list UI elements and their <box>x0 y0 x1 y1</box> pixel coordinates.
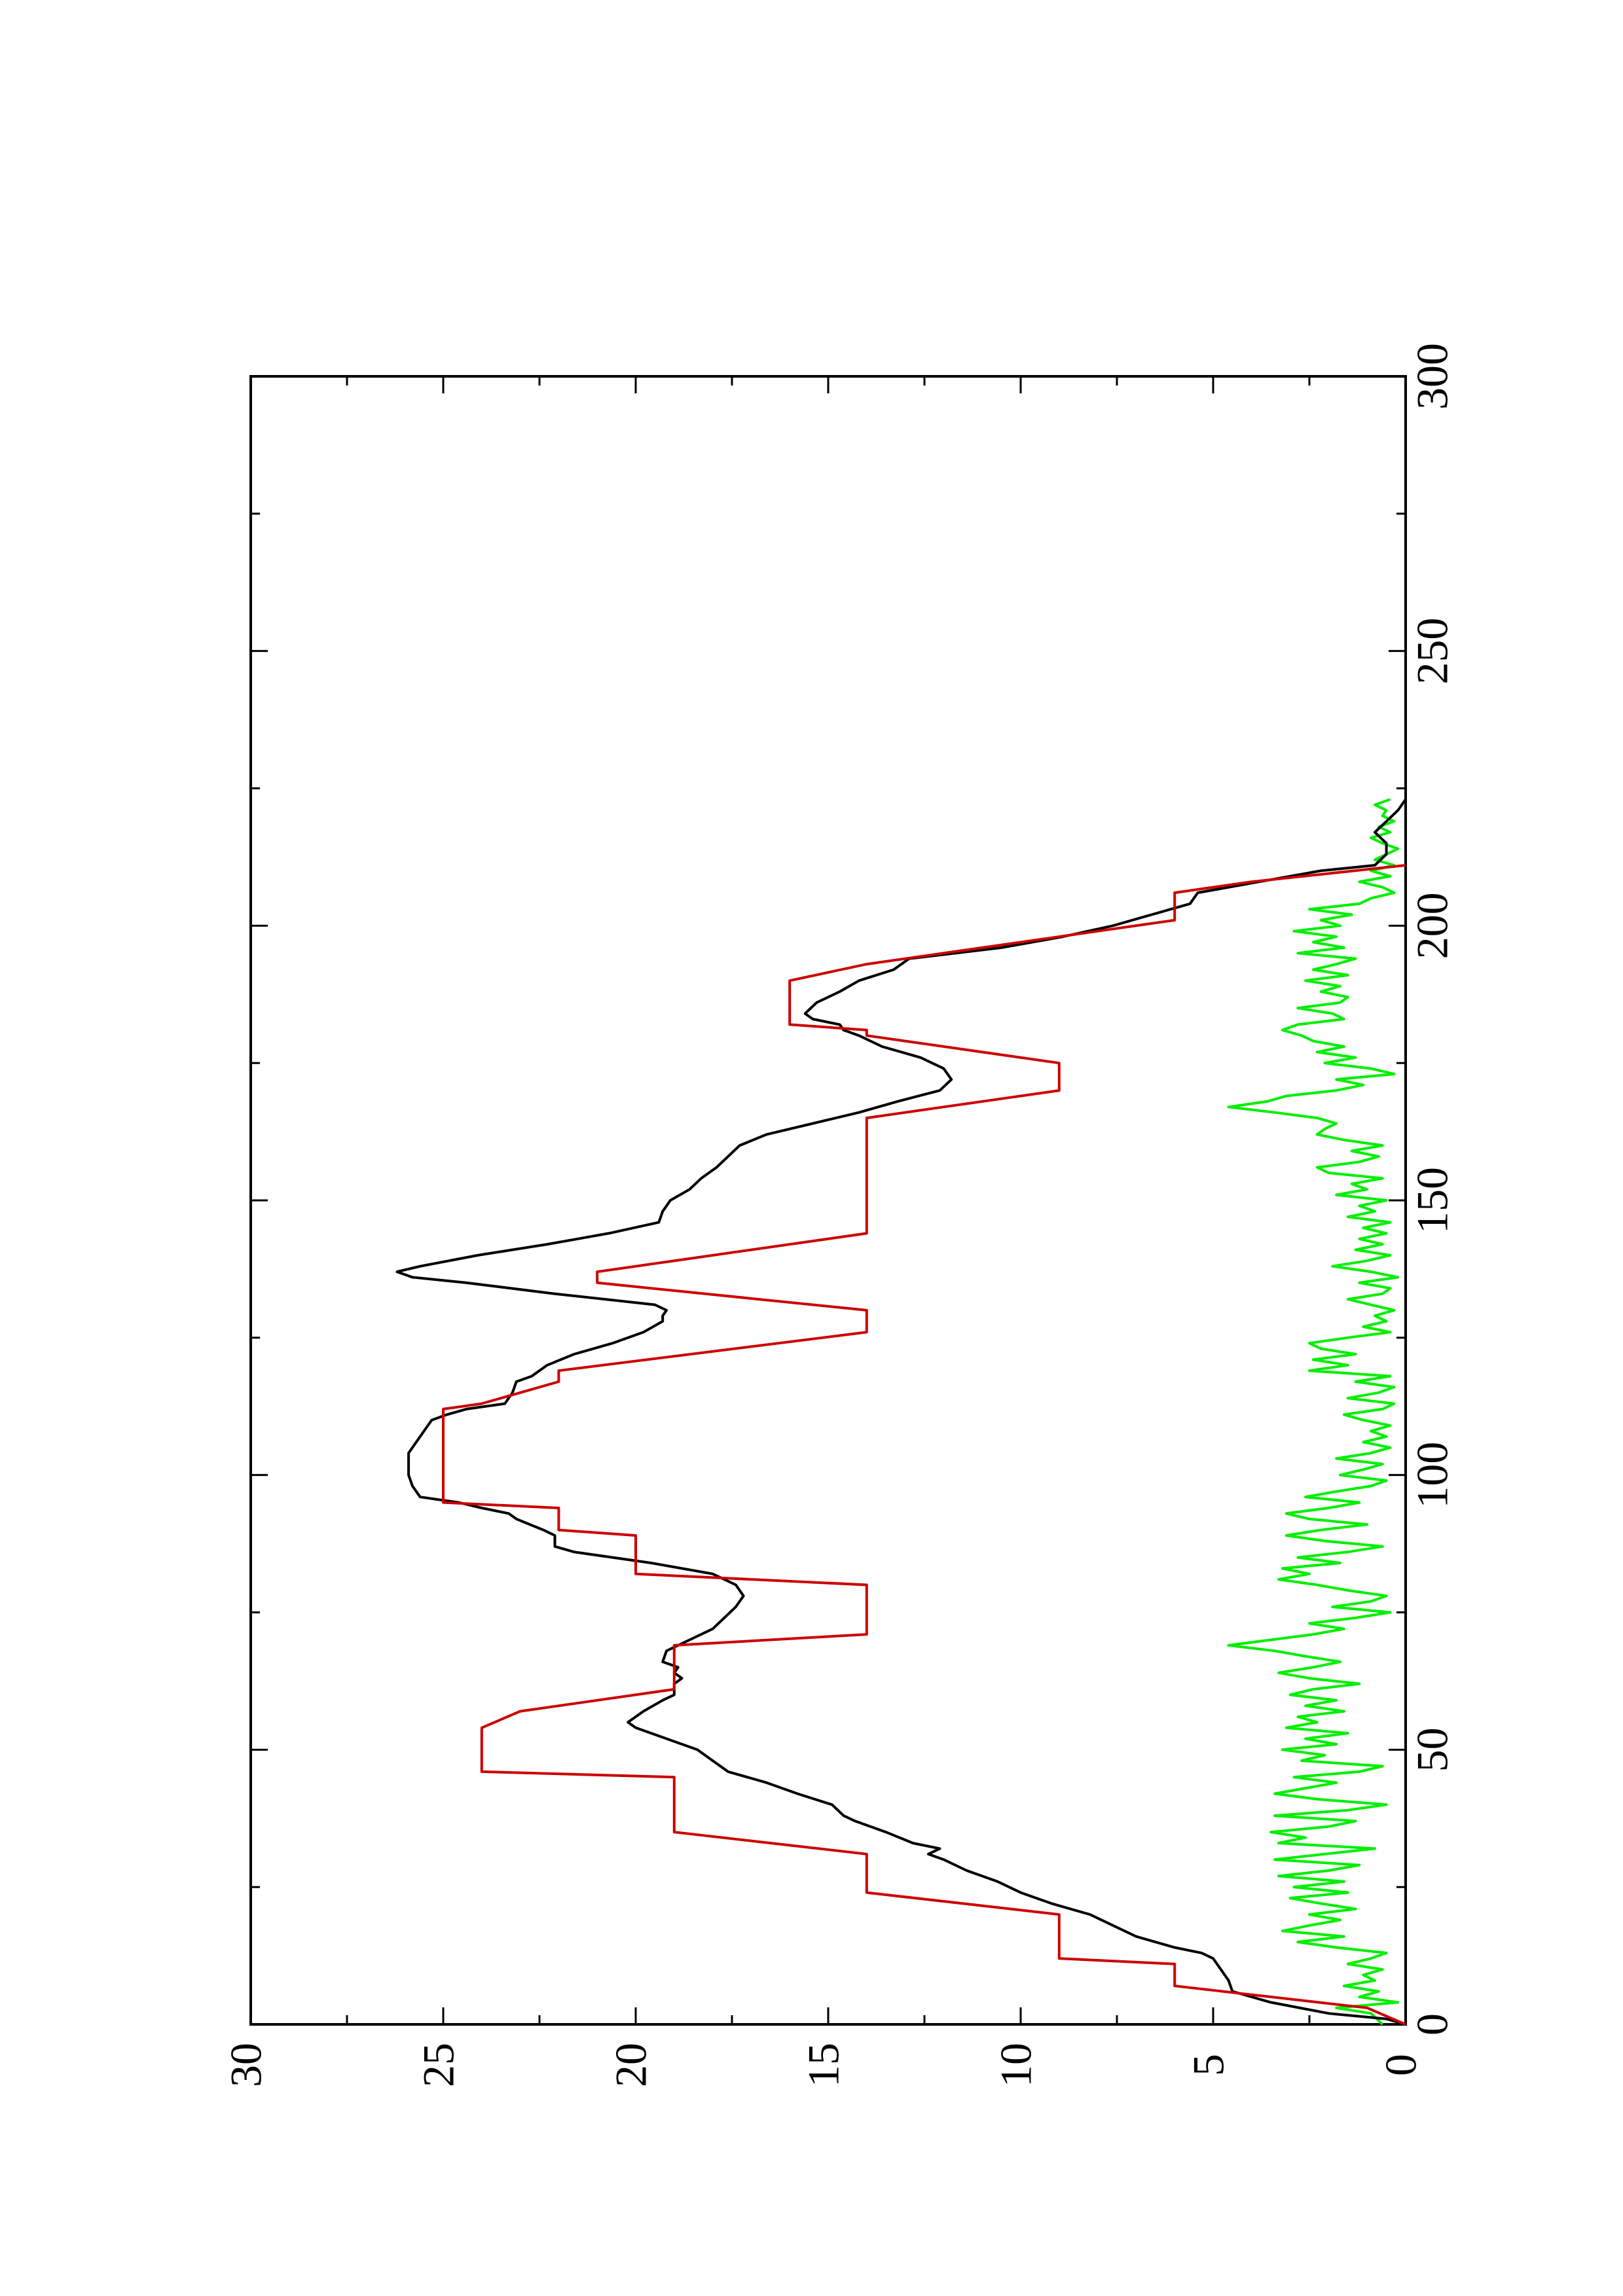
green-series-line <box>1227 798 1400 2026</box>
x-axis-ticks: 0 50 100 150 200 250 300 <box>251 343 1457 2036</box>
plot-frame <box>249 375 1407 2026</box>
x-tick-label: 50 <box>1408 1727 1457 1772</box>
y-tick-label: 15 <box>799 2043 848 2087</box>
x-tick-label: 300 <box>1408 343 1457 410</box>
x-tick-label: 0 <box>1408 2013 1457 2036</box>
x-tick-label: 200 <box>1408 892 1457 959</box>
y-tick-label: 25 <box>414 2043 464 2087</box>
x-tick-label: 100 <box>1408 1442 1457 1509</box>
x-tick-label: 250 <box>1408 618 1457 685</box>
red-series-line <box>442 864 1406 2026</box>
y-tick-label: 5 <box>1184 2054 1233 2076</box>
black-series-line <box>395 798 1407 2026</box>
y-axis-ticks: 0 5 10 15 20 25 30 <box>221 376 1426 2087</box>
y-tick-label: 10 <box>991 2043 1041 2087</box>
plot-border <box>249 375 1407 2026</box>
y-tick-label: 0 <box>1376 2054 1426 2076</box>
y-tick-label: 30 <box>221 2043 271 2087</box>
series-layer <box>395 798 1407 2026</box>
y-tick-label: 20 <box>606 2043 656 2087</box>
x-tick-label: 150 <box>1408 1167 1457 1234</box>
